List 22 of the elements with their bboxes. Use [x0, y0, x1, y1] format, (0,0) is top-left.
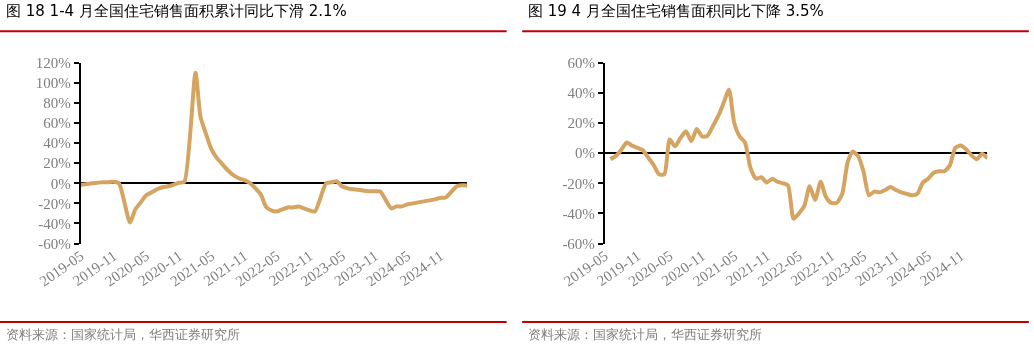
- y-tick-label: 120%: [35, 54, 71, 71]
- y-tick-label: 20%: [567, 115, 595, 132]
- y-tick-label: 40%: [567, 85, 595, 102]
- y-tick-label: -20%: [38, 195, 71, 212]
- y-tick-label: 80%: [43, 95, 71, 112]
- y-tick-label: 100%: [35, 75, 71, 91]
- y-tick-label: -60%: [562, 235, 595, 252]
- y-tick-label: 60%: [43, 115, 71, 132]
- text: 资料来源：国家统计局，华西证券研究所: [528, 327, 762, 342]
- y-tick-label: -60%: [38, 235, 71, 252]
- chart-title: 图 19 4 月全国住宅销售面积同比下降 3.5%: [528, 2, 824, 20]
- chart-title: 图 18 1-4 月全国住宅销售面积累计同比下滑 2.1%: [6, 2, 347, 20]
- y-tick-label: -40%: [562, 205, 595, 222]
- y-tick-label: 0%: [50, 175, 71, 192]
- y-tick-label: 60%: [567, 54, 595, 71]
- y-tick-label: -20%: [562, 175, 595, 192]
- y-tick-label: 40%: [43, 135, 71, 152]
- y-tick-label: -40%: [38, 215, 71, 232]
- text: 资料来源：国家统计局，华西证券研究所: [6, 327, 240, 342]
- line-series: [608, 87, 988, 221]
- y-tick-label: 20%: [43, 155, 71, 172]
- y-tick-label: 0%: [574, 145, 595, 162]
